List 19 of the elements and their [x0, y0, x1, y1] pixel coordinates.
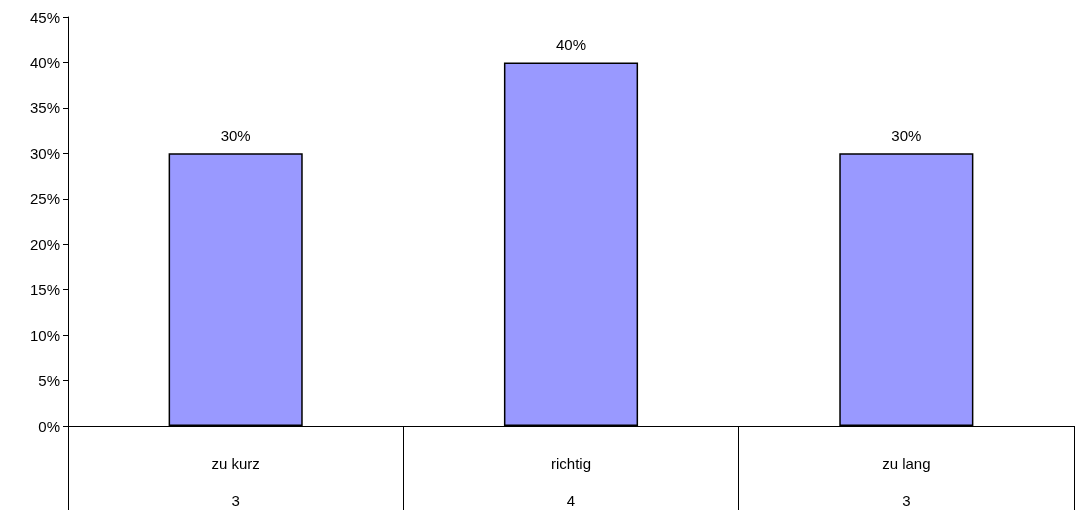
text: 4	[566, 492, 576, 509]
y-tick-label: 25%	[29, 190, 60, 208]
data-label: 40%	[555, 36, 587, 54]
y-tick-label: 15%	[29, 281, 60, 299]
x-tick-label: zu lang	[882, 455, 931, 472]
y-tick-label: 5%	[38, 372, 60, 390]
y-tick-label: 45%	[29, 8, 60, 26]
data-label: 30%	[891, 127, 922, 145]
y-tick-label: 20%	[29, 235, 60, 253]
y-tick-label: 0%	[38, 417, 60, 435]
y-tick-label: 10%	[29, 326, 60, 344]
text: 3	[231, 492, 240, 509]
x-tick-label: richtig	[550, 455, 592, 472]
y-tick-label: 30%	[29, 144, 60, 162]
y-tick-label: 35%	[29, 99, 60, 117]
data-label: 30%	[220, 127, 251, 145]
y-tick-label: 40%	[29, 53, 60, 71]
text: 3	[902, 492, 911, 509]
x-tick-label: zu kurz	[211, 455, 260, 472]
